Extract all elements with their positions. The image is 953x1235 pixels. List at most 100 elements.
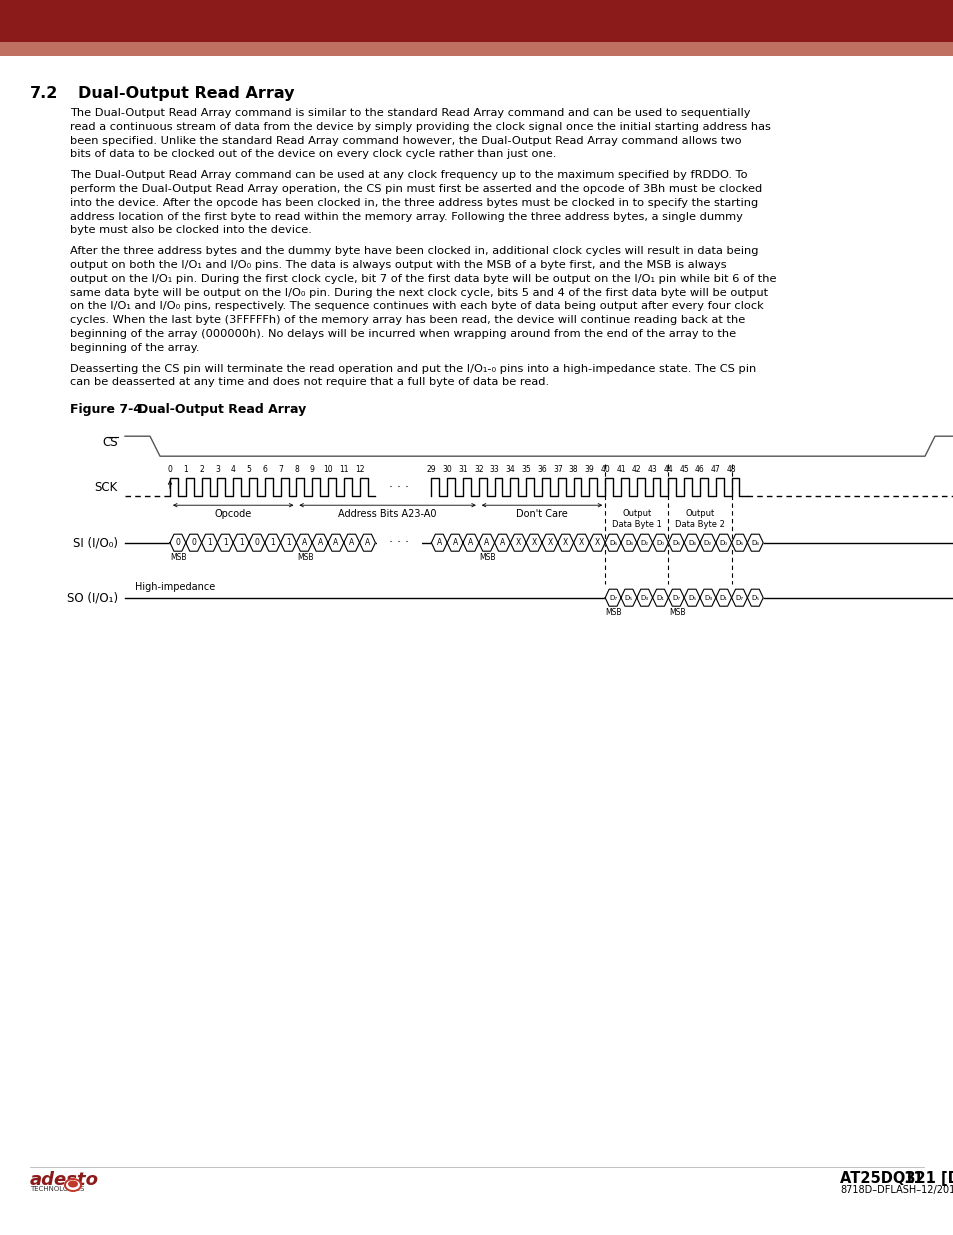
Text: X: X: [516, 538, 520, 547]
Polygon shape: [700, 535, 715, 551]
Text: perform the Dual-Output Read Array operation, the CS pin must first be asserted : perform the Dual-Output Read Array opera…: [70, 184, 761, 194]
Text: After the three address bytes and the dummy byte have been clocked in, additiona: After the three address bytes and the du…: [70, 246, 758, 256]
Text: 10: 10: [323, 466, 333, 474]
Text: D₃: D₃: [640, 595, 648, 600]
Polygon shape: [731, 535, 746, 551]
Text: X: X: [562, 538, 568, 547]
Text: X: X: [531, 538, 537, 547]
Text: can be deasserted at any time and does not require that a full byte of data be r: can be deasserted at any time and does n…: [70, 378, 549, 388]
Text: beginning of the array.: beginning of the array.: [70, 343, 199, 353]
Polygon shape: [343, 535, 359, 551]
Text: 1: 1: [286, 538, 291, 547]
Text: adesto: adesto: [30, 1171, 99, 1189]
Text: 45: 45: [679, 466, 688, 474]
Polygon shape: [620, 535, 637, 551]
Text: 48: 48: [726, 466, 736, 474]
Polygon shape: [604, 535, 620, 551]
Polygon shape: [478, 535, 494, 551]
Text: D₅: D₅: [687, 595, 696, 600]
Text: D₁: D₁: [656, 595, 664, 600]
Text: 35: 35: [520, 466, 531, 474]
Text: 11: 11: [902, 1171, 923, 1186]
Text: · · ·: · · ·: [389, 536, 409, 550]
Text: 2: 2: [199, 466, 204, 474]
Text: 38: 38: [568, 466, 578, 474]
Text: MSB: MSB: [171, 553, 187, 562]
Ellipse shape: [68, 1181, 78, 1188]
Text: SO (I/O₁): SO (I/O₁): [67, 592, 118, 604]
Text: Dual-Output Read Array: Dual-Output Read Array: [138, 403, 306, 416]
Text: 8718D–DFLASH–12/2012: 8718D–DFLASH–12/2012: [840, 1186, 953, 1195]
Text: D₇: D₇: [608, 595, 617, 600]
Text: Address Bits A23-A0: Address Bits A23-A0: [338, 509, 436, 519]
Polygon shape: [715, 589, 731, 606]
Polygon shape: [731, 589, 746, 606]
Text: High-impedance: High-impedance: [135, 582, 215, 592]
Polygon shape: [201, 535, 217, 551]
Text: A: A: [452, 538, 457, 547]
Text: 44: 44: [663, 466, 673, 474]
Polygon shape: [186, 535, 201, 551]
Text: D₂: D₂: [640, 540, 648, 546]
Text: D₇: D₇: [672, 595, 679, 600]
Polygon shape: [715, 535, 731, 551]
Text: Deasserting the CS pin will terminate the read operation and put the I/O₁-₀ pins: Deasserting the CS pin will terminate th…: [70, 363, 756, 374]
Polygon shape: [312, 535, 328, 551]
Text: 39: 39: [584, 466, 594, 474]
Text: X: X: [547, 538, 552, 547]
Polygon shape: [558, 535, 573, 551]
Text: 33: 33: [489, 466, 499, 474]
Polygon shape: [604, 589, 620, 606]
Text: D₀: D₀: [719, 540, 727, 546]
Text: · · ·: · · ·: [389, 480, 409, 494]
Text: The Dual-Output Read Array command is similar to the standard Read Array command: The Dual-Output Read Array command is si…: [70, 107, 750, 119]
Text: SCK: SCK: [94, 480, 118, 494]
Polygon shape: [328, 535, 343, 551]
Text: on the I/O₁ and I/O₀ pins, respectively. The sequence continues with each byte o: on the I/O₁ and I/O₀ pins, respectively.…: [70, 301, 763, 311]
Text: AT25DQ321 [DATASHEET]: AT25DQ321 [DATASHEET]: [840, 1171, 953, 1186]
Polygon shape: [620, 589, 637, 606]
Text: address location of the first byte to read within the memory array. Following th: address location of the first byte to re…: [70, 211, 742, 221]
Polygon shape: [541, 535, 558, 551]
Text: 4: 4: [231, 466, 235, 474]
Polygon shape: [652, 535, 668, 551]
Polygon shape: [359, 535, 375, 551]
Polygon shape: [700, 589, 715, 606]
Text: A: A: [483, 538, 489, 547]
Text: 12: 12: [355, 466, 364, 474]
Text: bits of data to be clocked out of the device on every clock cycle rather than ju: bits of data to be clocked out of the de…: [70, 149, 556, 159]
Polygon shape: [447, 535, 462, 551]
Polygon shape: [573, 535, 589, 551]
Polygon shape: [233, 535, 249, 551]
Polygon shape: [683, 535, 700, 551]
Text: D₅: D₅: [624, 595, 632, 600]
Polygon shape: [510, 535, 526, 551]
Polygon shape: [589, 535, 604, 551]
Text: 0: 0: [191, 538, 196, 547]
Text: D₄: D₄: [624, 540, 632, 546]
Text: The Dual-Output Read Array command can be used at any clock frequency up to the : The Dual-Output Read Array command can b…: [70, 170, 747, 180]
Text: D₅: D₅: [750, 595, 759, 600]
Text: MSB: MSB: [605, 608, 621, 618]
Polygon shape: [280, 535, 296, 551]
Text: 1: 1: [183, 466, 188, 474]
Polygon shape: [249, 535, 265, 551]
Text: X: X: [594, 538, 599, 547]
Text: D₃: D₃: [703, 595, 711, 600]
Text: A: A: [436, 538, 441, 547]
Text: MSB: MSB: [296, 553, 314, 562]
Text: 30: 30: [442, 466, 452, 474]
Text: 41: 41: [616, 466, 625, 474]
Polygon shape: [265, 535, 280, 551]
Text: 7: 7: [278, 466, 283, 474]
Text: 29: 29: [426, 466, 436, 474]
Text: 31: 31: [457, 466, 467, 474]
Ellipse shape: [64, 1178, 82, 1192]
Text: 6: 6: [262, 466, 267, 474]
Text: D₄: D₄: [751, 540, 759, 546]
Text: D₆: D₆: [735, 540, 742, 546]
Text: A: A: [301, 538, 307, 547]
Text: 42: 42: [631, 466, 641, 474]
Text: A: A: [468, 538, 473, 547]
Text: X: X: [578, 538, 583, 547]
